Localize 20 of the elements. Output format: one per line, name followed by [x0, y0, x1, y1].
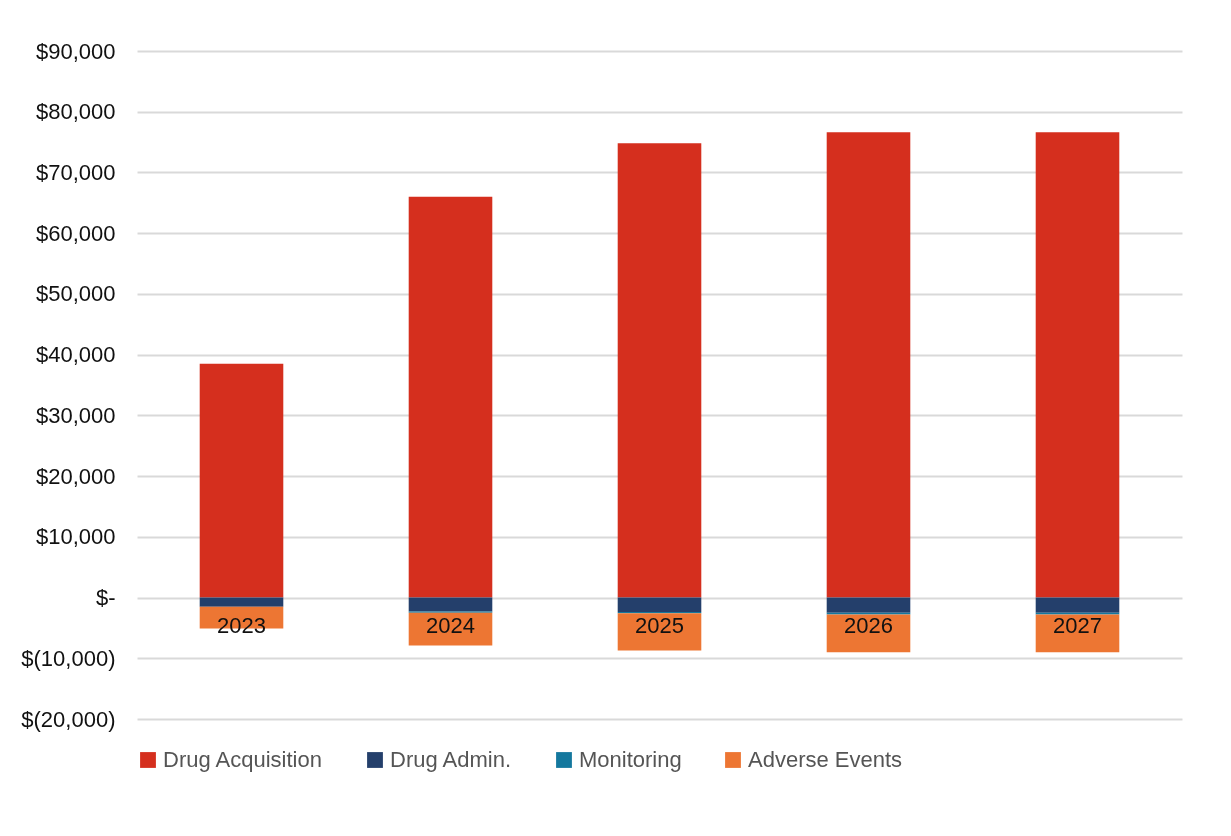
- y-tick-label: $10,000: [35, 524, 116, 550]
- x-tick-label: 2027: [1053, 613, 1102, 639]
- x-tick-label: 2024: [426, 613, 475, 639]
- legend-label: Monitoring: [579, 747, 682, 772]
- legend-label: Drug Acquisition: [163, 747, 322, 772]
- legend-label: Adverse Events: [748, 747, 903, 772]
- y-tick-label: $90,000: [35, 38, 116, 64]
- y-tick-label: $70,000: [35, 159, 116, 185]
- legend-label: Drug Admin.: [390, 747, 512, 772]
- y-tick-label: $40,000: [35, 342, 116, 368]
- y-tick-label: $50,000: [35, 281, 116, 307]
- y-tick-label: $20,000: [35, 463, 116, 489]
- y-tick-label: $80,000: [35, 99, 116, 125]
- y-tick-label: $(20,000): [21, 706, 116, 732]
- y-tick-label: $(10,000): [21, 645, 116, 671]
- x-tick-label: 2026: [844, 613, 893, 639]
- x-tick-label: 2025: [635, 613, 684, 639]
- y-tick-label: $60,000: [35, 220, 116, 246]
- y-tick-label: $-: [95, 585, 116, 611]
- y-tick-label: $30,000: [35, 402, 116, 428]
